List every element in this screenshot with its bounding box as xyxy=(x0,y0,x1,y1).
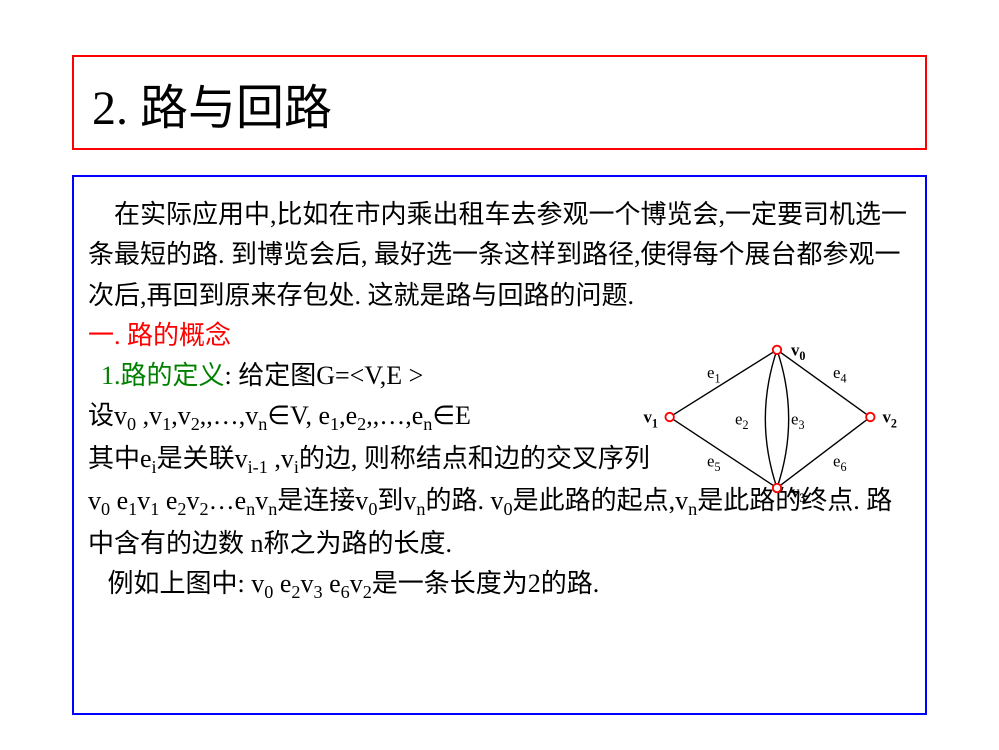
node-label-v1: v1 xyxy=(644,408,658,431)
node-label-v2: v2 xyxy=(882,408,896,431)
edge-label-e5: e5 xyxy=(707,452,721,475)
node-v3 xyxy=(773,484,781,492)
node-v2 xyxy=(866,413,874,421)
edge-e5 xyxy=(670,417,777,488)
def-text: : 给定图G=<V,E > xyxy=(225,361,424,390)
edge-e2 xyxy=(765,350,777,488)
edge-label-e2: e2 xyxy=(735,410,749,433)
edge-label-e3: e3 xyxy=(791,410,805,433)
edge-e1 xyxy=(670,350,777,417)
graph-diagram: e1 e4 e5 e6 e2 e3 v0 v1 v2 v3 xyxy=(623,337,903,512)
content-box: 在实际应用中,比如在市内乘出租车去参观一个博览会,一定要司机选一条最短的路. 到… xyxy=(72,175,927,715)
edge-label-e1: e1 xyxy=(707,363,721,386)
example-line: 例如上图中: v0 e2v3 e6v2是一条长度为2的路. xyxy=(88,564,911,606)
edge-e4 xyxy=(777,350,870,417)
title-box: 2. 路与回路 xyxy=(72,55,927,150)
def-label: 1.路的定义 xyxy=(101,361,225,390)
paragraph-intro: 在实际应用中,比如在市内乘出租车去参观一个博览会,一定要司机选一条最短的路. 到… xyxy=(88,195,911,316)
page-title: 2. 路与回路 xyxy=(92,68,332,138)
edge-label-e4: e4 xyxy=(833,363,847,386)
node-v1 xyxy=(665,413,673,421)
edge-e3 xyxy=(777,350,789,488)
node-label-v0: v0 xyxy=(791,340,805,363)
node-label-v3: v3 xyxy=(791,482,805,505)
edge-label-e6: e6 xyxy=(833,452,847,475)
node-v0 xyxy=(773,346,781,354)
